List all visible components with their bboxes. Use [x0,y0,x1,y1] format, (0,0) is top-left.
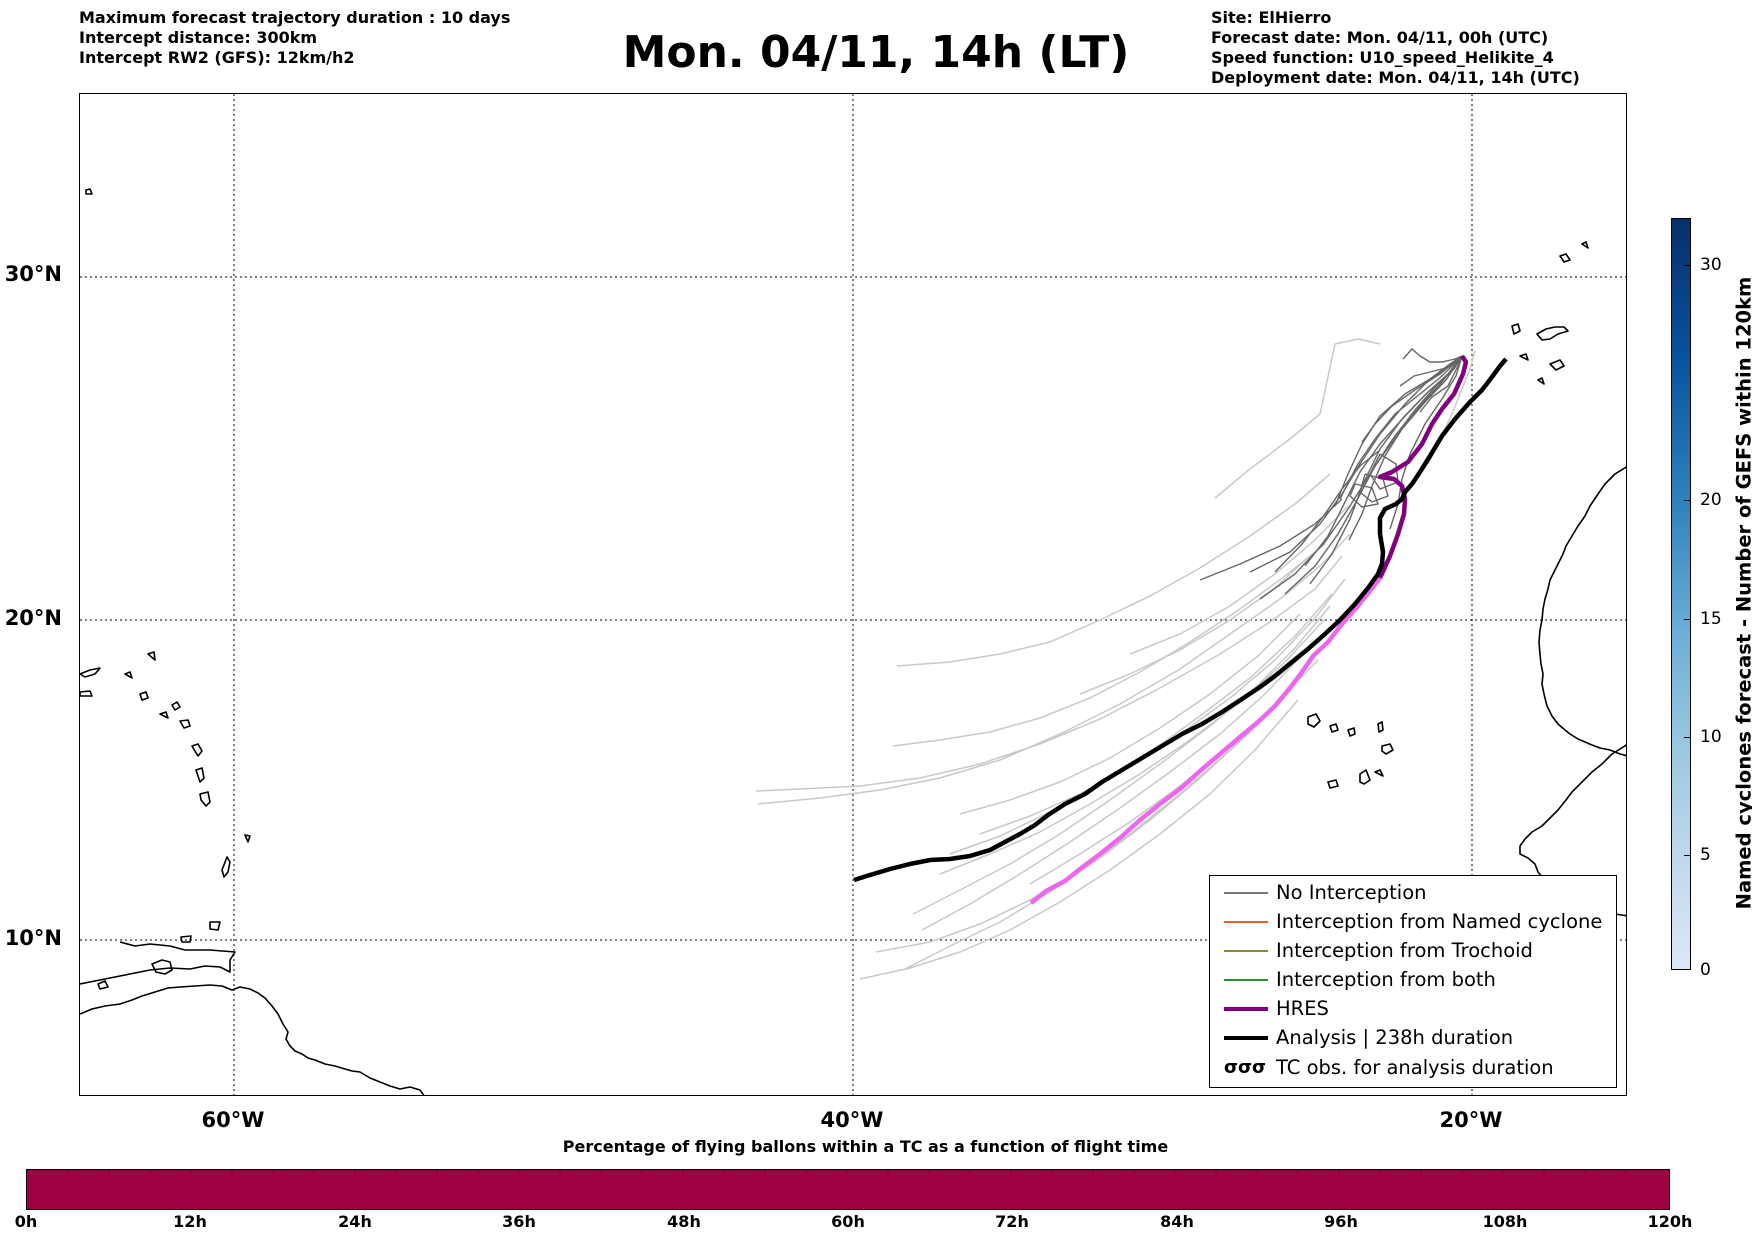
legend-swatch-named-cyclone [1224,921,1268,923]
lat-label-20n: 20°N [4,606,62,630]
ensemble-member [1249,355,1463,573]
africa-coast [1538,466,1626,757]
colorbar-minor-ticks [67,1170,1627,1174]
colorbar-h-tick: 84h [1160,1212,1194,1231]
colorbar-tick-label: 5 [1700,845,1711,865]
colorbar-h-tick: 0h [14,1212,38,1231]
ensemble-member [1199,498,1343,581]
colorbar-tick-mark [1684,265,1691,266]
colorbar-horizontal-title: Percentage of flying ballons within a TC… [562,1137,1169,1156]
cape-verde-islands [1307,713,1394,789]
legend-label: Analysis | 238h duration [1276,1026,1514,1049]
colorbar-h-tick: 120h [1647,1212,1693,1231]
ensemble-member [755,555,1343,792]
ensemble-member [1419,355,1463,413]
caribbean-islands-north [85,188,93,195]
header-left-line: Intercept RW2 (GFS): 12km/h2 [79,48,355,67]
ensemble-member [939,618,1326,875]
lon-label-60w: 60°W [201,1108,265,1132]
legend-label: Interception from both [1276,968,1496,991]
ensemble-member [896,473,1331,667]
cyclone-symbols-icon: σσσ [1224,1057,1267,1078]
ensemble-member [921,651,1306,931]
analysis-track [853,357,1508,883]
ensemble-member [959,613,1301,815]
colorbar-tick-label: 30 [1700,255,1722,275]
header-right-info: Site: ElHierro Forecast date: Mon. 04/11… [1211,8,1580,88]
colorbar-tick-mark [1684,619,1691,620]
trinidad-coast [151,959,173,975]
lat-label-10n: 10°N [4,926,62,950]
cyclone-count-colorbar [1671,218,1691,970]
legend-swatch-trochoid [1224,950,1268,952]
header-right-line: Speed function: U10_speed_Helikite_4 [1211,48,1554,67]
hres-continuation-track [1029,576,1382,905]
legend-swatch-hres [1224,1007,1268,1011]
colorbar-h-tick: 36h [502,1212,536,1231]
ensemble-member [757,533,1351,805]
header-right-line: Site: ElHierro [1211,8,1332,27]
colorbar-h-tick: 12h [173,1212,207,1231]
colorbar-tick-mark [1684,969,1691,970]
ensemble-light-trajectories [755,338,1476,980]
ensemble-member [979,578,1346,835]
caribbean-islands [80,651,251,990]
madeira-islands [1559,241,1589,263]
flight-time-colorbar [26,1169,1670,1210]
page-title: Mon. 04/11, 14h (LT) [622,27,1130,78]
colorbar-h-tick: 48h [667,1212,701,1231]
ensemble-member [892,543,1326,747]
colorbar-tick-label: 0 [1700,960,1711,980]
lat-label-30n: 30°N [4,262,62,286]
ensemble-member [1274,449,1381,573]
colorbar-h-tick: 108h [1482,1212,1528,1231]
colorbar-tick-mark [1684,737,1691,738]
colorbar-vertical-label: Named cyclones forecast - Number of GEFS… [1732,276,1752,910]
ensemble-member [1361,355,1463,443]
ensemble-dark-trajectories [1199,348,1463,600]
legend-label: No Interception [1276,881,1427,904]
south-america-coast [80,984,425,1095]
legend-label: TC obs. for analysis duration [1276,1056,1554,1079]
legend-swatch-both [1224,979,1268,981]
legend-swatch-analysis [1224,1036,1268,1040]
coastlines [80,188,1626,1095]
hres-track [1377,354,1469,579]
colorbar-h-tick: 24h [338,1212,372,1231]
legend-swatch-no-interception [1224,892,1268,894]
colorbar-h-tick: 72h [995,1212,1029,1231]
ensemble-member [859,699,1299,980]
colorbar-tick-mark [1684,500,1691,501]
map-legend: No Interception Interception from Named … [1209,875,1617,1088]
header-left-line: Intercept distance: 300km [79,28,318,47]
lon-label-40w: 40°W [820,1108,884,1132]
venezuela-north-coast [80,941,236,985]
colorbar-tick-label: 10 [1700,727,1722,747]
ensemble-member [1214,338,1381,499]
header-right-line: Deployment date: Mon. 04/11, 14h (UTC) [1211,68,1580,87]
canary-islands [1511,323,1569,385]
header-right-line: Forecast date: Mon. 04/11, 00h (UTC) [1211,28,1549,47]
colorbar-tick-mark [1684,855,1691,856]
ensemble-member [1284,355,1463,595]
ensemble-member [1079,553,1313,695]
colorbar-h-tick: 96h [1324,1212,1358,1231]
ensemble-member [1402,348,1463,363]
ensemble-member [1348,355,1463,541]
ensemble-member [1369,453,1399,490]
ensemble-member [1129,505,1349,655]
ensemble-member [912,605,1331,915]
legend-label: HRES [1276,997,1329,1020]
colorbar-tick-label: 15 [1700,609,1722,629]
legend-label: Interception from Named cyclone [1276,910,1603,933]
ensemble-member [1029,659,1319,885]
ensemble-member [1309,355,1463,585]
header-left-line: Maximum forecast trajectory duration : 1… [79,8,511,27]
legend-label: Interception from Trochoid [1276,939,1533,962]
ensemble-member [1349,483,1379,508]
lon-label-20w: 20°W [1439,1108,1503,1132]
colorbar-h-tick: 60h [831,1212,865,1231]
colorbar-tick-label: 20 [1700,490,1722,510]
header-left-info: Maximum forecast trajectory duration : 1… [79,8,510,68]
